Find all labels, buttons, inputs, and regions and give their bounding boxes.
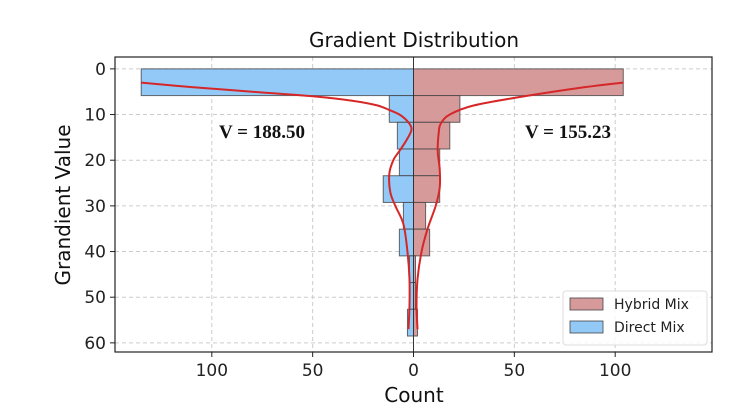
legend-swatch-direct [569,320,604,334]
x-tick-label: 50 [302,361,324,381]
bar-hybrid-mix [413,148,441,177]
x-tick-label: 100 [196,361,228,381]
y-tick-label: 60 [84,334,106,354]
annotation-hybrid: V = 155.23 [525,122,611,143]
legend-label-direct: Direct Mix [614,320,685,336]
legend-label-hybrid: Hybrid Mix [614,297,689,313]
bar-direct-mix [398,148,414,177]
x-axis-label: Count [384,383,444,407]
kde-curve-hybrid-mix [415,81,624,330]
bar-direct-mix [388,95,415,123]
y-tick-label: 10 [84,106,106,126]
y-tick-label: 40 [84,243,106,263]
legend: Hybrid Mix Direct Mix [562,290,708,346]
bar-direct-mix [402,201,414,230]
kde-curves [141,81,624,330]
kde-curve-direct-mix [141,81,413,330]
bar-direct-mix [382,175,414,203]
ticks: 100 50 0 50 100 0 10 20 30 40 50 60 [84,60,631,381]
bar-hybrid-mix [413,175,441,203]
y-tick-label: 20 [84,151,106,171]
annotation-direct: V = 188.50 [219,122,305,143]
bar-direct-mix [140,68,414,97]
bar-hybrid-mix [413,68,624,97]
y-axis-label: Grandient Value [51,124,75,285]
x-tick-label: 0 [408,361,419,381]
bar-hybrid-mix [413,201,427,230]
legend-swatch-hybrid [569,297,604,311]
x-tick-label: 100 [599,361,631,381]
x-tick-label: 50 [504,361,526,381]
y-tick-label: 30 [84,197,106,217]
bar-hybrid-mix [413,95,461,123]
bar-hybrid-mix [413,121,451,150]
y-tick-label: 50 [84,288,106,308]
bars [140,68,624,337]
chart-title: Gradient Distribution [309,28,519,52]
y-tick-label: 0 [95,60,106,80]
